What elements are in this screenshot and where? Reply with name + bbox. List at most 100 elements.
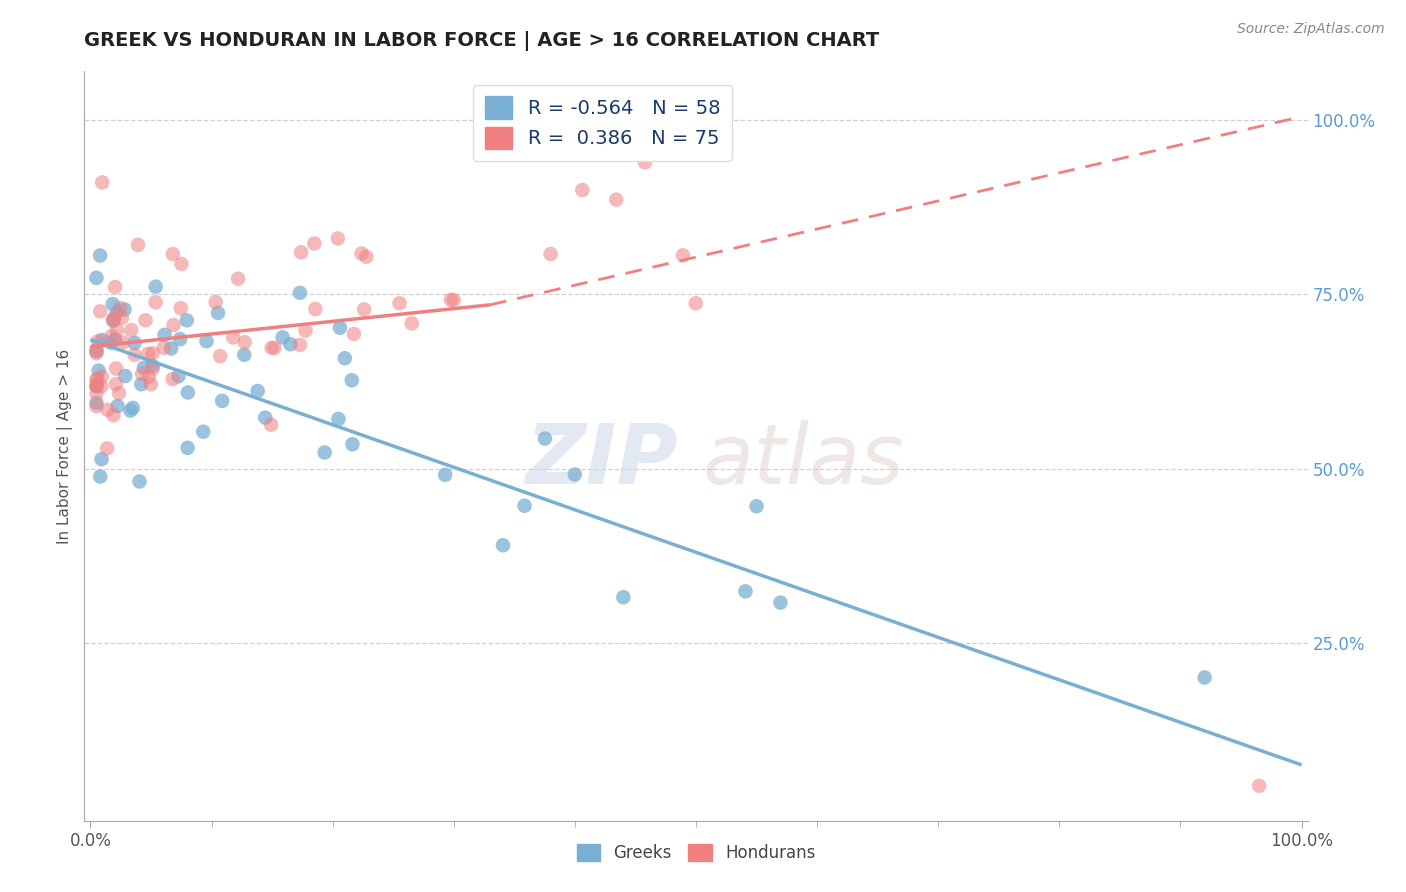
Point	[745, 500, 768, 514]
Point	[86, 346, 108, 360]
Point	[260, 341, 283, 355]
Point	[139, 377, 162, 392]
Point	[90, 379, 112, 393]
Point	[112, 335, 135, 350]
Point	[254, 410, 277, 425]
Point	[114, 302, 136, 317]
Point	[271, 330, 294, 344]
Point	[105, 305, 128, 319]
Point	[342, 437, 364, 451]
Point	[226, 271, 249, 285]
Point	[86, 379, 108, 393]
Point	[170, 301, 193, 316]
Point	[288, 285, 311, 300]
Point	[100, 335, 122, 350]
Point	[605, 193, 627, 207]
Point	[534, 432, 557, 446]
Point	[176, 441, 198, 455]
Point	[108, 386, 131, 401]
Point	[103, 314, 125, 328]
Point	[120, 323, 142, 337]
Point	[138, 369, 160, 384]
Point	[91, 333, 114, 347]
Point	[388, 296, 411, 310]
Point	[193, 425, 215, 439]
Point	[127, 237, 149, 252]
Point	[350, 246, 373, 260]
Point	[89, 248, 111, 262]
Point	[170, 257, 193, 271]
Point	[280, 337, 302, 351]
Point	[142, 361, 165, 376]
Point	[177, 385, 200, 400]
Text: atlas: atlas	[702, 420, 904, 501]
Point	[401, 317, 423, 331]
Point	[87, 363, 110, 377]
Point	[304, 236, 326, 251]
Point	[128, 475, 150, 489]
Point	[145, 295, 167, 310]
Point	[90, 369, 112, 384]
Point	[86, 379, 108, 393]
Point	[294, 324, 316, 338]
Point	[120, 403, 142, 417]
Point	[211, 393, 233, 408]
Text: Source: ZipAtlas.com: Source: ZipAtlas.com	[1237, 22, 1385, 37]
Point	[769, 596, 792, 610]
Point	[145, 279, 167, 293]
Point	[86, 399, 108, 413]
Point	[153, 341, 176, 355]
Point	[540, 247, 562, 261]
Point	[176, 313, 198, 327]
Point	[356, 250, 378, 264]
Point	[672, 248, 695, 262]
Point	[340, 373, 363, 387]
Point	[233, 348, 256, 362]
Point	[204, 295, 226, 310]
Point	[440, 293, 463, 307]
Point	[443, 293, 465, 307]
Point	[571, 183, 593, 197]
Point	[329, 320, 352, 334]
Point	[564, 467, 586, 482]
Point	[1194, 671, 1216, 685]
Point	[96, 442, 118, 456]
Point	[513, 499, 536, 513]
Point	[314, 445, 336, 459]
Point	[162, 247, 184, 261]
Point	[86, 344, 108, 359]
Point	[124, 335, 146, 350]
Point	[141, 346, 163, 360]
Point	[111, 310, 134, 325]
Point	[326, 231, 349, 245]
Point	[103, 312, 125, 326]
Point	[97, 402, 120, 417]
Point	[290, 245, 312, 260]
Point	[233, 335, 256, 350]
Point	[105, 323, 128, 337]
Point	[209, 349, 232, 363]
Point	[86, 343, 108, 357]
Point	[86, 373, 108, 387]
Point	[86, 378, 108, 392]
Point	[162, 372, 184, 386]
Point	[169, 332, 191, 346]
Point	[612, 591, 634, 605]
Point	[328, 412, 350, 426]
Point	[86, 396, 108, 410]
Point	[260, 417, 283, 432]
Point	[124, 348, 146, 362]
Point	[110, 301, 132, 315]
Y-axis label: In Labor Force | Age > 16: In Labor Force | Age > 16	[58, 349, 73, 543]
Point	[207, 306, 229, 320]
Point	[114, 369, 136, 384]
Point	[91, 176, 114, 190]
Point	[89, 304, 111, 318]
Point	[103, 409, 125, 423]
Point	[86, 270, 108, 285]
Point	[685, 296, 707, 310]
Point	[104, 377, 127, 392]
Point	[101, 297, 124, 311]
Point	[103, 311, 125, 326]
Point	[434, 467, 457, 482]
